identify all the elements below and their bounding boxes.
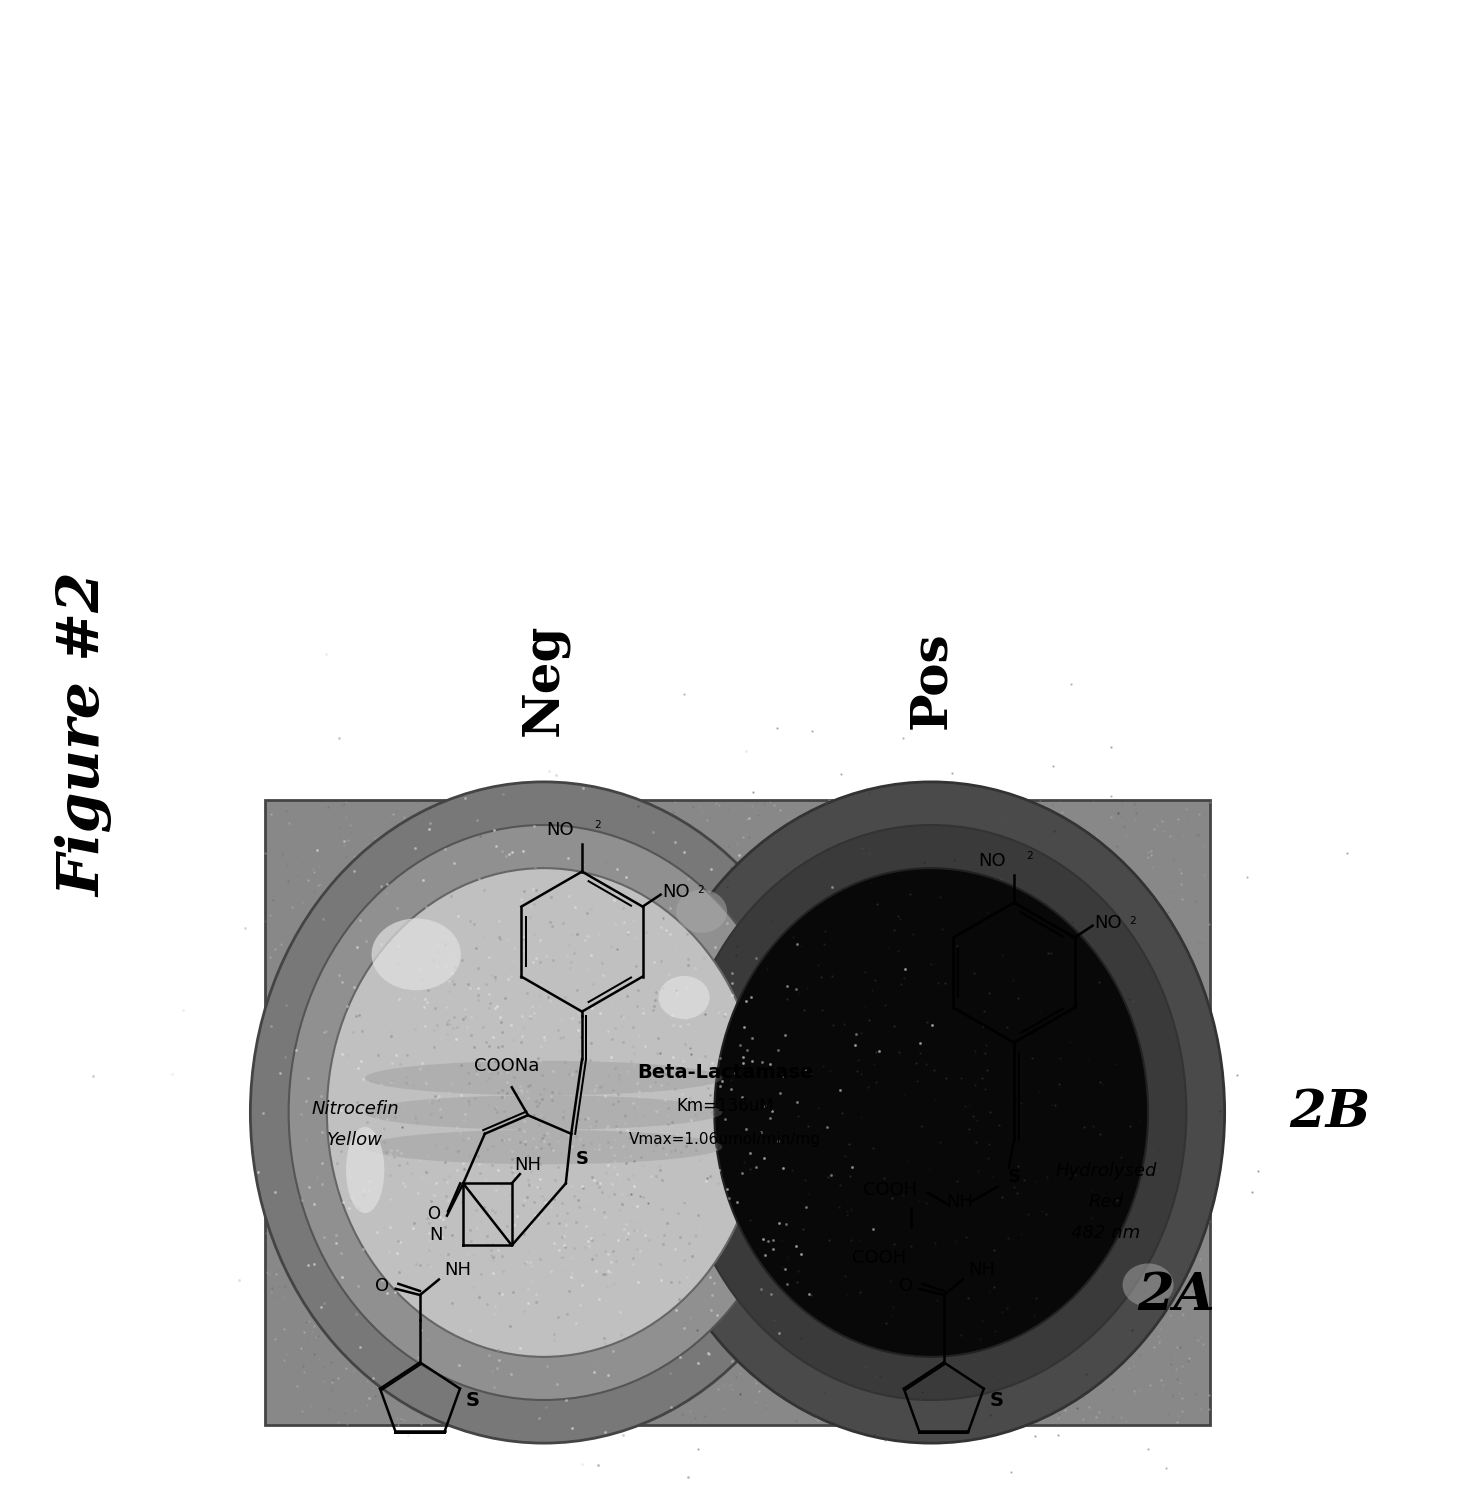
- Text: Pos: Pos: [906, 631, 956, 729]
- Text: $_2$: $_2$: [696, 881, 705, 895]
- Ellipse shape: [676, 890, 727, 933]
- Text: 2A: 2A: [1137, 1270, 1215, 1320]
- Text: S: S: [575, 1149, 588, 1167]
- Text: O: O: [427, 1206, 441, 1224]
- Ellipse shape: [365, 1060, 722, 1096]
- Text: NO: NO: [546, 821, 573, 839]
- Text: Km=136uM: Km=136uM: [677, 1096, 773, 1115]
- Text: Hydrolysed: Hydrolysed: [1055, 1161, 1157, 1181]
- Ellipse shape: [365, 1130, 722, 1164]
- Text: Vmax=1.06umol/min/mg: Vmax=1.06umol/min/mg: [629, 1132, 821, 1146]
- Ellipse shape: [346, 1127, 384, 1213]
- Text: Red: Red: [1088, 1192, 1123, 1210]
- Text: COONa: COONa: [474, 1057, 538, 1075]
- Text: S: S: [989, 1391, 1004, 1409]
- Text: COOH: COOH: [862, 1181, 916, 1198]
- Ellipse shape: [289, 826, 800, 1400]
- Ellipse shape: [676, 826, 1186, 1400]
- Text: S: S: [1008, 1169, 1020, 1187]
- Ellipse shape: [1122, 1264, 1173, 1307]
- Bar: [266, 800, 1210, 1426]
- Text: NH: NH: [515, 1155, 541, 1173]
- Text: COOH: COOH: [852, 1249, 906, 1267]
- Text: NH: NH: [969, 1261, 995, 1279]
- Ellipse shape: [658, 976, 709, 1019]
- Text: O: O: [375, 1277, 390, 1295]
- Ellipse shape: [365, 1096, 722, 1130]
- Ellipse shape: [372, 918, 461, 990]
- Text: 2B: 2B: [1290, 1087, 1370, 1138]
- Text: NH: NH: [947, 1192, 973, 1210]
- Text: Figure #2: Figure #2: [57, 573, 114, 897]
- Ellipse shape: [638, 783, 1224, 1443]
- Text: NH: NH: [445, 1261, 471, 1279]
- Text: Nitrocefin: Nitrocefin: [311, 1100, 398, 1118]
- Text: S: S: [465, 1391, 480, 1409]
- Ellipse shape: [327, 869, 760, 1357]
- Ellipse shape: [251, 783, 837, 1443]
- Text: O: O: [899, 1277, 913, 1295]
- Text: $_2$: $_2$: [1026, 846, 1034, 863]
- Text: NO: NO: [1094, 913, 1122, 931]
- Text: Yellow: Yellow: [327, 1132, 384, 1149]
- Text: $_2$: $_2$: [594, 817, 601, 832]
- Text: NO: NO: [662, 882, 690, 900]
- Text: N: N: [430, 1227, 444, 1244]
- Text: NO: NO: [979, 851, 1007, 870]
- Text: $_2$: $_2$: [1129, 912, 1137, 927]
- Ellipse shape: [715, 869, 1148, 1357]
- Text: Neg: Neg: [519, 624, 568, 737]
- Text: 482 nm: 482 nm: [1071, 1224, 1141, 1241]
- Text: Beta-Lactamase: Beta-Lactamase: [636, 1063, 813, 1083]
